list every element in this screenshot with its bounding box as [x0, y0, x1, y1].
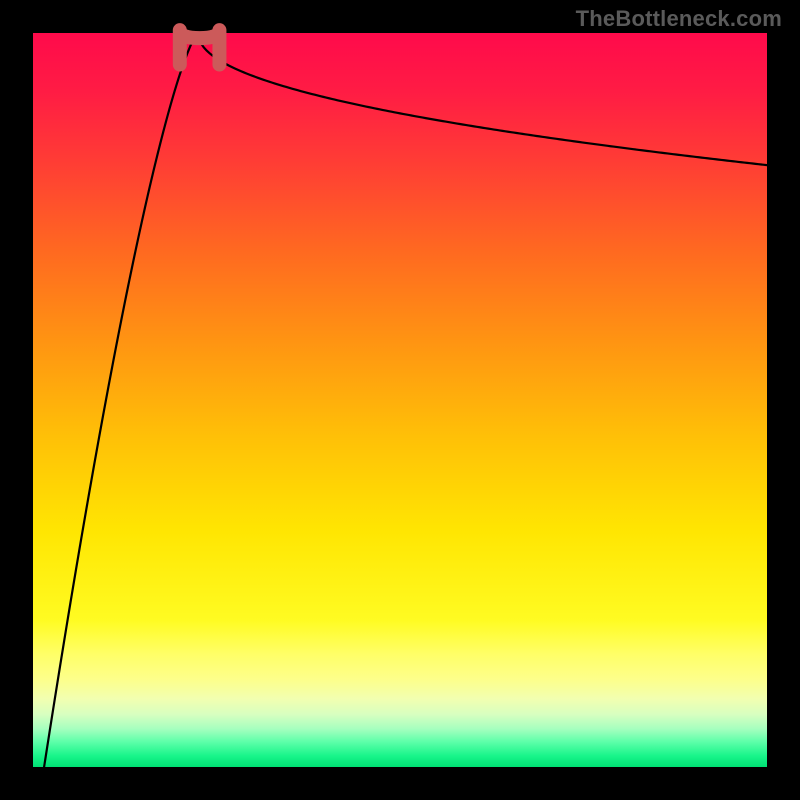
bottleneck-chart: [0, 0, 800, 800]
chart-root: TheBottleneck.com: [0, 0, 800, 800]
chart-background: [33, 33, 767, 767]
watermark-text: TheBottleneck.com: [576, 6, 782, 32]
